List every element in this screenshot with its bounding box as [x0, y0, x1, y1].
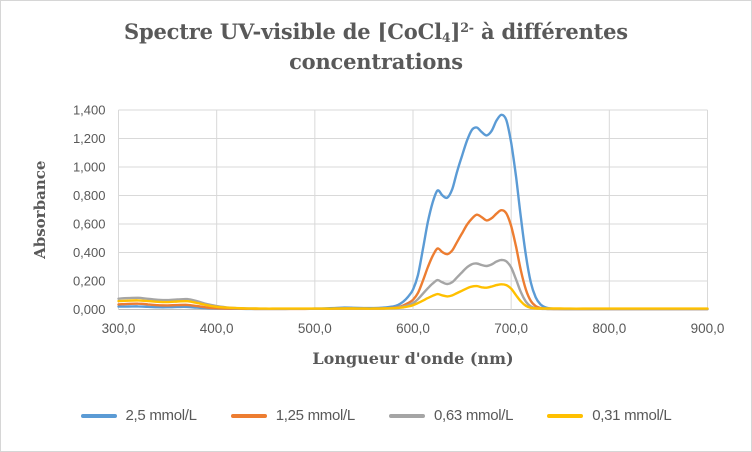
y-tick-label: 0,400 [73, 245, 106, 260]
legend-line-marker [80, 413, 117, 418]
x-tick-label: 500,0 [298, 321, 332, 336]
chart-title-tail: à différentes concentrations [289, 19, 628, 75]
legend-line-marker [547, 413, 584, 418]
y-tick-label: 1,200 [73, 131, 106, 146]
x-tick-label: 800,0 [592, 321, 626, 336]
chart-title: Spectre UV-visible de [CoCl4]2- à différ… [46, 17, 706, 78]
legend-label: 1,25 mmol/L [275, 407, 356, 424]
chart-title-text: Spectre UV-visible de [CoCl [124, 19, 442, 44]
y-tick-label: 0,600 [73, 217, 106, 232]
legend-item-0-31-mmol-L[interactable]: 0,31 mmol/L [547, 407, 672, 424]
legend-label: 2,5 mmol/L [125, 407, 198, 424]
x-axis-title: Longueur d'onde (nm) [312, 349, 513, 368]
legend-label: 0,63 mmol/L [433, 407, 514, 424]
y-axis-title: Absorbance [31, 161, 49, 260]
x-tick-label: 900,0 [691, 321, 725, 336]
y-tick-label: 0,200 [73, 274, 106, 289]
chart-title-superscript: 2- [460, 20, 474, 36]
x-tick-label: 600,0 [396, 321, 430, 336]
y-tick-label: 0,000 [73, 302, 106, 317]
y-tick-label: 1,400 [73, 103, 106, 118]
legend-label: 0,31 mmol/L [592, 407, 672, 424]
chart-title-subscript: 4 [441, 30, 451, 46]
legend-line-marker [230, 413, 267, 418]
legend-item-1-25-mmol-L[interactable]: 1,25 mmol/L [230, 407, 356, 424]
legend: 2,5 mmol/L 1,25 mmol/L 0,63 mmol/L 0,31 mmo… [1, 407, 751, 424]
y-tick-label: 0,800 [73, 188, 106, 203]
x-tick-label: 700,0 [494, 321, 528, 336]
x-tick-label: 300,0 [102, 321, 136, 336]
legend-line-marker [388, 413, 425, 418]
chart-title-bracket: ] [450, 19, 461, 44]
legend-item-2-5-mmol-L[interactable]: 2,5 mmol/L [80, 407, 198, 424]
legend-item-0-63-mmol-L[interactable]: 0,63 mmol/L [388, 407, 514, 424]
x-tick-label: 400,0 [200, 321, 234, 336]
series-line-0-31-mmol-L[interactable] [117, 283, 709, 310]
y-tick-label: 1,000 [73, 160, 106, 175]
